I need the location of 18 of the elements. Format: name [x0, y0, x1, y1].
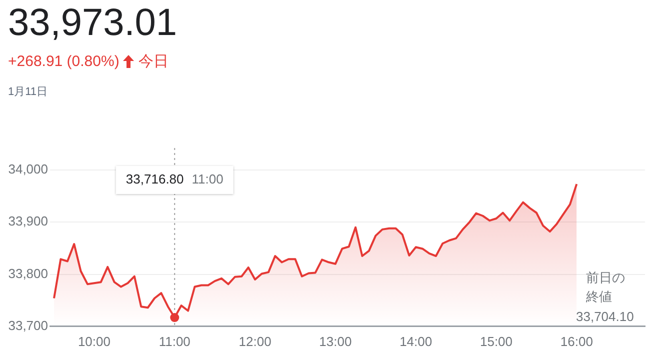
x-tick-label: 15:00	[480, 334, 513, 349]
x-tick-label: 10:00	[78, 334, 110, 349]
x-tick-label: 16:00	[560, 334, 593, 349]
text: 1月11日	[8, 85, 48, 99]
chart-title: 33,973.01	[8, 2, 178, 45]
y-tick-label: 34,000	[8, 162, 48, 177]
text: 今日	[138, 52, 168, 71]
annotation: 33,716.80 11:00	[126, 172, 224, 187]
annotation: 前日の終値	[586, 269, 626, 306]
y-tick-label: 33,700	[8, 318, 48, 333]
annotation: 33,704.10	[576, 309, 634, 324]
chart-subtitle: +268.91 (0.80%)	[8, 53, 120, 70]
y-tick-label: 33,800	[8, 266, 48, 281]
x-tick-label: 12:00	[238, 334, 272, 349]
x-tick-label: 13:00	[319, 334, 352, 349]
x-tick-label: 11:00	[158, 334, 190, 349]
x-tick-label: 14:00	[400, 334, 432, 349]
y-tick-label: 33,900	[8, 214, 48, 229]
